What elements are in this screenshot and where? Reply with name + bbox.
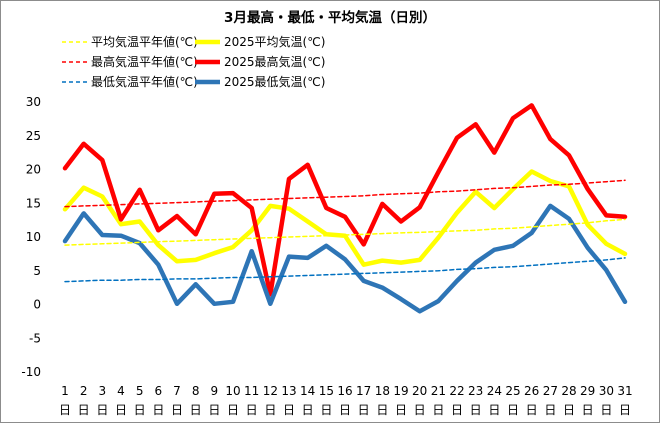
x-tick-label: 22 (449, 384, 464, 398)
x-tick-unit: 日 (526, 403, 538, 417)
x-tick-label: 5 (136, 384, 144, 398)
x-tick-unit: 日 (134, 403, 146, 417)
x-tick-label: 21 (431, 384, 446, 398)
x-tick-unit: 日 (582, 403, 594, 417)
x-tick-unit: 日 (619, 403, 631, 417)
x-tick-unit: 日 (302, 403, 314, 417)
x-tick-label: 14 (300, 384, 315, 398)
x-tick-unit: 日 (563, 403, 575, 417)
x-tick-label: 8 (192, 384, 200, 398)
x-tick-unit: 日 (339, 403, 351, 417)
x-tick-unit: 日 (470, 403, 482, 417)
x-tick-label: 29 (580, 384, 595, 398)
y-tick-label: -5 (29, 331, 41, 345)
legend-label-4: 最低気温平年値(℃) (91, 74, 198, 89)
legend-label-3: 2025最高気温(℃) (224, 54, 325, 69)
series-line-0 (64, 218, 626, 246)
y-tick-label: 25 (26, 129, 41, 143)
x-tick-label: 4 (117, 384, 125, 398)
legend-label-1: 2025平均気温(℃) (224, 34, 325, 49)
y-tick-label: 15 (26, 196, 41, 210)
x-tick-label: 18 (375, 384, 390, 398)
x-tick-unit: 日 (488, 403, 500, 417)
x-tick-label: 9 (211, 384, 219, 398)
y-axis: 30 25 20 15 10 5 0 -5 -10 (21, 95, 41, 379)
x-tick-unit: 日 (544, 403, 556, 417)
chart-title: 3月最高・最低・平均気温（日別） (224, 9, 436, 26)
y-tick-label: 10 (26, 230, 41, 244)
x-tick-unit: 日 (152, 403, 164, 417)
legend-label-0: 平均気温平年値(℃) (91, 34, 198, 49)
y-tick-label: 20 (26, 163, 41, 177)
y-tick-label: 30 (26, 95, 41, 109)
series-group (62, 103, 628, 314)
x-tick-label: 23 (468, 384, 483, 398)
x-tick-label: 20 (412, 384, 427, 398)
x-tick-label: 2 (80, 384, 88, 398)
x-tick-unit: 日 (78, 403, 90, 417)
x-tick-label: 11 (244, 384, 259, 398)
x-tick-unit: 日 (59, 403, 71, 417)
x-tick-label: 24 (487, 384, 502, 398)
x-tick-label: 7 (173, 384, 181, 398)
x-tick-unit: 日 (115, 403, 127, 417)
series-line-4 (64, 257, 626, 283)
y-tick-label: 5 (33, 264, 41, 278)
x-tick-unit: 日 (600, 403, 612, 417)
x-tick-label: 26 (524, 384, 539, 398)
x-tick-unit: 日 (451, 403, 463, 417)
x-tick-unit: 日 (264, 403, 276, 417)
x-tick-unit: 日 (171, 403, 183, 417)
x-tick-unit: 日 (376, 403, 388, 417)
legend-label-2: 最高気温平年値(℃) (91, 54, 198, 69)
x-tick-label: 31 (617, 384, 632, 398)
x-tick-label: 25 (505, 384, 520, 398)
x-tick-label: 19 (393, 384, 408, 398)
x-tick-label: 30 (599, 384, 614, 398)
x-tick-unit: 日 (320, 403, 332, 417)
series-line-2 (64, 179, 626, 208)
series-line-3 (62, 103, 628, 297)
x-tick-unit: 日 (96, 403, 108, 417)
x-tick-unit: 日 (246, 403, 258, 417)
x-tick-label: 16 (337, 384, 352, 398)
x-tick-unit: 日 (358, 403, 370, 417)
x-tick-unit: 日 (283, 403, 295, 417)
legend-label-5: 2025最低気温(℃) (224, 74, 325, 89)
x-tick-label: 27 (543, 384, 558, 398)
y-tick-label: -10 (21, 365, 41, 379)
legend: 平均気温平年値(℃) 2025平均気温(℃) 最高気温平年値(℃) 2025最高気温(… (62, 34, 325, 89)
series-line-5 (62, 203, 628, 314)
x-tick-label: 6 (155, 384, 163, 398)
x-tick-label: 10 (225, 384, 240, 398)
x-tick-label: 17 (356, 384, 371, 398)
x-tick-unit: 日 (190, 403, 202, 417)
y-tick-label: 0 (33, 298, 41, 312)
x-tick-label: 13 (281, 384, 296, 398)
x-tick-label: 3 (99, 384, 107, 398)
x-axis: 1日2日3日4日5日6日7日8日9日10日11日12日13日14日15日16日1… (59, 384, 633, 417)
x-tick-label: 15 (319, 384, 334, 398)
x-tick-unit: 日 (208, 403, 220, 417)
x-tick-unit: 日 (432, 403, 444, 417)
x-tick-label: 28 (561, 384, 576, 398)
x-tick-unit: 日 (414, 403, 426, 417)
x-tick-unit: 日 (227, 403, 239, 417)
x-tick-unit: 日 (507, 403, 519, 417)
x-tick-label: 12 (263, 384, 278, 398)
x-tick-unit: 日 (395, 403, 407, 417)
x-tick-label: 1 (61, 384, 69, 398)
